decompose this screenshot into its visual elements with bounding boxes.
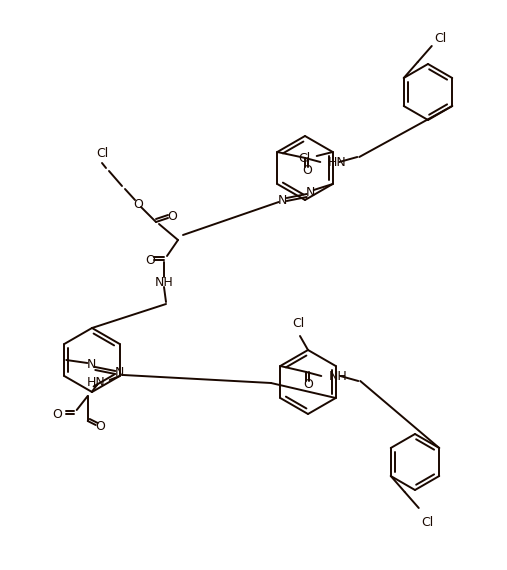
Text: Cl: Cl [96, 147, 108, 160]
Text: Cl: Cl [421, 516, 433, 529]
Text: O: O [302, 165, 312, 177]
Text: HN: HN [328, 156, 346, 169]
Text: NH: NH [155, 275, 173, 288]
Text: O: O [133, 197, 143, 210]
Text: N: N [115, 367, 124, 380]
Text: HN: HN [87, 376, 106, 389]
Text: O: O [95, 421, 104, 434]
Text: O: O [167, 210, 177, 223]
Text: N: N [278, 193, 287, 206]
Text: Cl: Cl [292, 317, 304, 330]
Text: N: N [87, 359, 96, 372]
Text: NH: NH [329, 369, 347, 382]
Text: O: O [145, 254, 155, 267]
Text: O: O [303, 378, 313, 392]
Text: N: N [306, 185, 315, 198]
Text: Cl: Cl [299, 152, 311, 165]
Text: Cl: Cl [434, 31, 446, 44]
Text: O: O [52, 408, 62, 421]
